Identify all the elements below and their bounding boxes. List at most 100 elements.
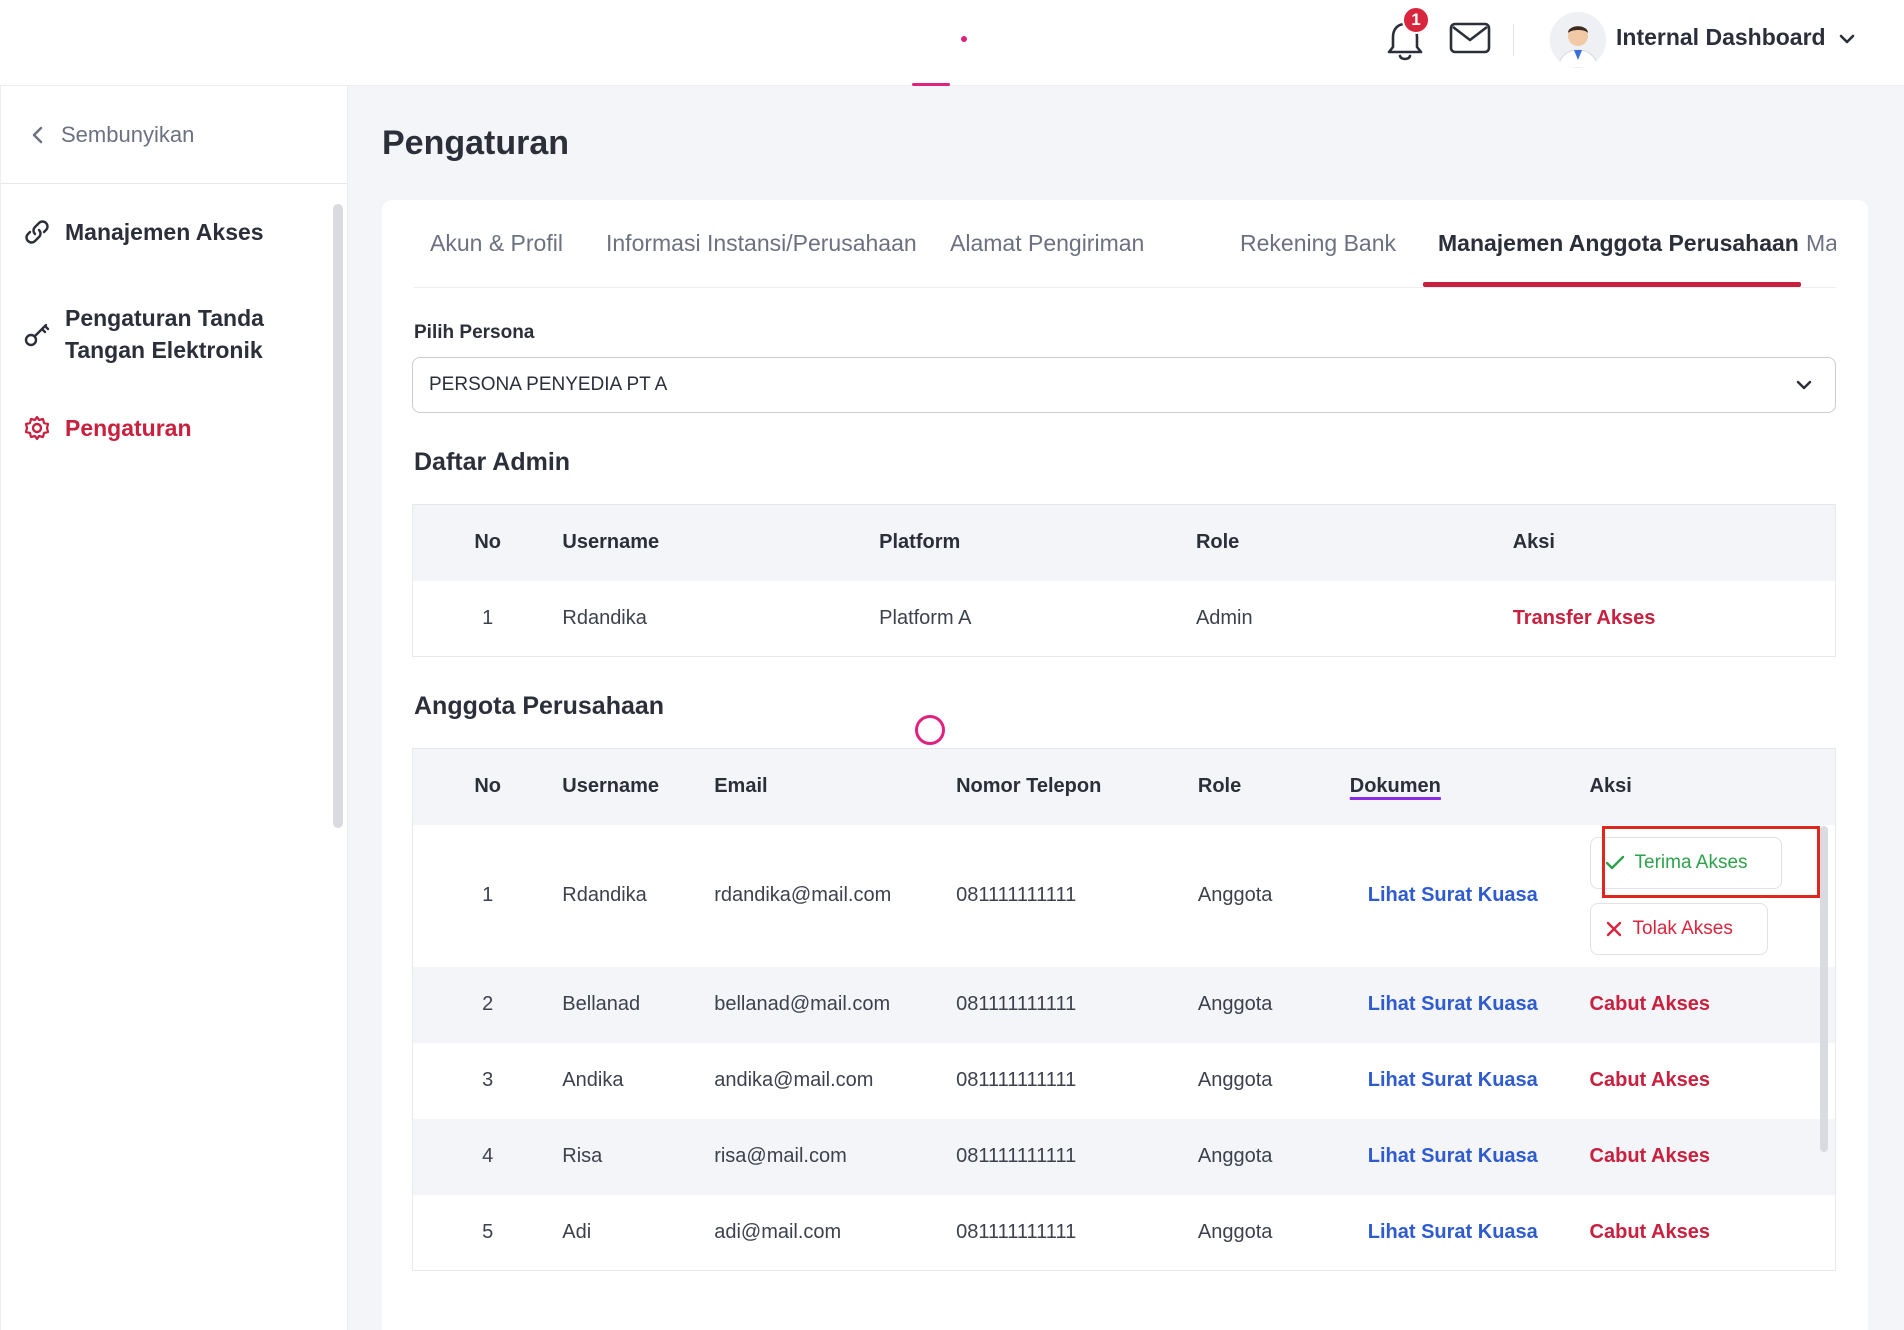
admin-section-title: Daftar Admin	[414, 448, 571, 476]
member-table: No Username Email Nomor Telepon Role Dok…	[412, 748, 1836, 1271]
cell-email: risa@mail.com	[714, 1118, 957, 1195]
view-power-of-attorney-link[interactable]: Lihat Surat Kuasa	[1367, 884, 1538, 906]
column-header: Aksi	[1512, 504, 1836, 581]
cell-role: Anggota	[1197, 966, 1350, 1043]
view-power-of-attorney-link[interactable]: Lihat Surat Kuasa	[1367, 1145, 1538, 1167]
cell-document: Lihat Surat Kuasa	[1349, 1194, 1590, 1271]
column-header: Email	[714, 748, 957, 825]
cell-username: Adi	[562, 1194, 715, 1271]
revoke-access-link[interactable]: Cabut Akses	[1589, 1069, 1710, 1091]
cell-phone: 081111111111	[956, 1118, 1198, 1195]
sidebar-item-label: Pengaturan Tanda Tangan Elektronik	[65, 302, 264, 366]
top-bar: 1 Internal Dashboard	[0, 0, 1904, 86]
cursor-indicator	[915, 715, 945, 745]
cell-role: Anggota	[1197, 824, 1350, 967]
sidebar-item-label: Pengaturan	[65, 415, 192, 441]
table-row: 3 Andika andika@mail.com 081111111111 An…	[412, 1042, 1836, 1119]
cell-phone: 081111111111	[956, 1194, 1198, 1271]
cell-username: Rdandika	[562, 580, 880, 657]
cell-action: Cabut Akses	[1589, 1042, 1836, 1119]
close-icon	[1606, 921, 1621, 936]
key-icon	[24, 323, 50, 347]
cell-email: andika@mail.com	[714, 1042, 957, 1119]
cell-role: Admin	[1195, 580, 1513, 657]
sidebar-item-label-line2: Tangan Elektronik	[65, 337, 263, 363]
hide-sidebar-button[interactable]: Sembunyikan	[1, 86, 347, 184]
tab-informasi-instansi[interactable]: Informasi Instansi/Perusahaan	[606, 230, 917, 256]
cell-action: Cabut Akses	[1589, 1118, 1836, 1195]
column-header: Role	[1195, 504, 1513, 581]
divider	[1513, 24, 1514, 56]
cell-username: Andika	[562, 1042, 715, 1119]
table-row: 5 Adi adi@mail.com 081111111111 Anggota …	[412, 1194, 1836, 1271]
persona-select-value: PERSONA PENYEDIA PT A	[429, 374, 668, 395]
admin-table: No Username Platform Role Aksi 1 Rdandik…	[412, 504, 1836, 657]
cell-action: Terima Akses Tolak Akses	[1589, 824, 1836, 967]
cell-phone: 081111111111	[956, 824, 1198, 967]
transfer-access-link[interactable]: Transfer Akses	[1512, 606, 1656, 629]
table-header-row: No Username Platform Role Aksi	[412, 504, 1836, 581]
cell-no: 1	[412, 824, 563, 967]
column-header: No	[412, 748, 563, 825]
cell-email: adi@mail.com	[714, 1194, 957, 1271]
tab-manajemen-anggota[interactable]: Manajemen Anggota Perusahaan	[1438, 230, 1799, 256]
cell-action: Cabut Akses	[1589, 966, 1836, 1043]
column-header: Aksi	[1589, 748, 1836, 825]
tab-rekening-bank[interactable]: Rekening Bank	[1240, 230, 1396, 256]
hide-sidebar-label: Sembunyikan	[61, 121, 195, 147]
column-header: Username	[562, 504, 880, 581]
mail-icon	[1449, 22, 1491, 54]
cell-no: 1	[412, 580, 563, 657]
cell-role: Anggota	[1197, 1118, 1350, 1195]
sidebar-scrollbar[interactable]	[333, 204, 343, 828]
revoke-access-link[interactable]: Cabut Akses	[1589, 1145, 1710, 1167]
table-header-row: No Username Email Nomor Telepon Role Dok…	[412, 748, 1836, 825]
view-power-of-attorney-link[interactable]: Lihat Surat Kuasa	[1367, 993, 1538, 1015]
cell-username: Rdandika	[562, 824, 715, 967]
cell-email: rdandika@mail.com	[714, 824, 957, 967]
cell-platform: Platform A	[879, 580, 1196, 657]
mail-button[interactable]	[1448, 20, 1492, 56]
view-power-of-attorney-link[interactable]: Lihat Surat Kuasa	[1367, 1069, 1538, 1091]
revoke-access-link[interactable]: Cabut Akses	[1589, 1220, 1710, 1243]
check-icon	[1605, 855, 1624, 869]
settings-card: Akun & Profil Informasi Instansi/Perusah…	[382, 200, 1868, 1330]
table-row: 2 Bellanad bellanad@mail.com 08111111111…	[412, 966, 1836, 1043]
cell-no: 2	[412, 966, 563, 1043]
persona-select[interactable]: PERSONA PENYEDIA PT A	[412, 357, 1836, 413]
table-row: 1 Rdandika rdandika@mail.com 08111111111…	[412, 824, 1836, 967]
avatar[interactable]	[1550, 12, 1606, 68]
accept-access-button[interactable]: Terima Akses	[1589, 836, 1782, 889]
avatar-image	[1550, 12, 1606, 68]
cell-document: Lihat Surat Kuasa	[1349, 966, 1590, 1043]
sidebar: Sembunyikan Manajemen Akses Pengaturan T…	[0, 86, 348, 1330]
chevron-left-icon	[32, 126, 43, 143]
user-menu-toggle[interactable]	[1836, 28, 1858, 50]
column-header: No	[412, 504, 563, 581]
sidebar-item-label-line1: Pengaturan Tanda	[65, 305, 264, 331]
tab-akun-profil[interactable]: Akun & Profil	[430, 230, 563, 256]
column-header: Dokumen	[1349, 748, 1590, 825]
cell-no: 4	[412, 1118, 563, 1195]
column-header: Platform	[879, 504, 1196, 581]
table-scrollbar[interactable]	[1820, 826, 1828, 1152]
loading-dot	[961, 36, 967, 42]
revoke-access-link[interactable]: Cabut Akses	[1589, 993, 1710, 1015]
reject-access-label: Tolak Akses	[1632, 917, 1733, 939]
tab-alamat-pengiriman[interactable]: Alamat Pengiriman	[950, 230, 1145, 256]
tab-more[interactable]: Ma	[1806, 230, 1836, 256]
sidebar-item-manajemen-akses[interactable]: Manajemen Akses	[23, 216, 264, 248]
table-row: 4 Risa risa@mail.com 081111111111 Anggot…	[412, 1118, 1836, 1195]
sidebar-item-pengaturan[interactable]: Pengaturan	[23, 412, 192, 444]
chevron-down-icon	[1839, 34, 1855, 44]
page-title: Pengaturan	[382, 124, 570, 162]
sidebar-item-label: Manajemen Akses	[65, 219, 264, 245]
user-name[interactable]: Internal Dashboard	[1616, 24, 1826, 50]
reject-access-button[interactable]: Tolak Akses	[1589, 902, 1768, 955]
table-row: 1 Rdandika Platform A Admin Transfer Aks…	[412, 580, 1836, 657]
sidebar-item-tanda-tangan[interactable]: Pengaturan Tanda Tangan Elektronik	[23, 302, 264, 366]
cell-role: Anggota	[1197, 1042, 1350, 1119]
view-power-of-attorney-link[interactable]: Lihat Surat Kuasa	[1367, 1220, 1538, 1243]
link-icon	[25, 220, 49, 244]
persona-label: Pilih Persona	[414, 322, 535, 343]
